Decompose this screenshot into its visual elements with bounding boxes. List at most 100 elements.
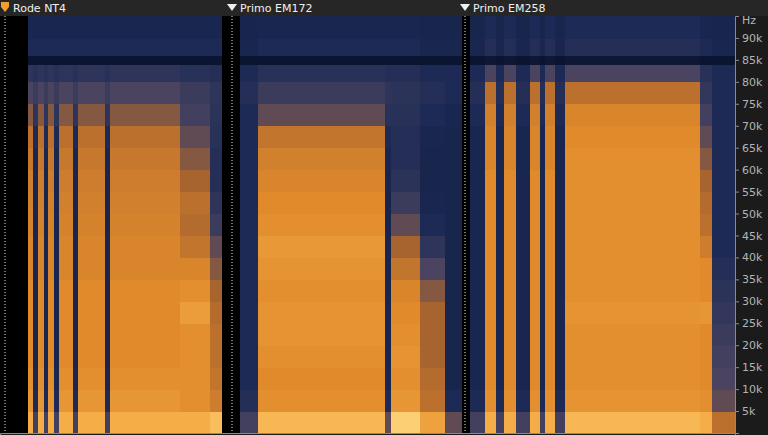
y-tick-mark [735,82,739,83]
heatmap-cell [555,126,566,149]
heatmap-cell [391,279,421,302]
markers: Rode NT4Primo EM172Primo EM258 [1,2,545,15]
heatmap-cell [180,301,211,324]
heatmap-cell [545,38,556,56]
heatmap-cell [545,279,556,302]
heatmap-cell [59,148,74,171]
y-tick-mark [735,389,739,390]
heatmap-cell [258,16,386,39]
heatmap-cell [540,411,546,433]
heatmap-cell [445,64,463,82]
heatmap-cell [530,38,541,56]
heatmap-cell [78,214,106,237]
heatmap-cell [44,279,49,302]
heatmap-cell [516,82,531,105]
heatmap-cell [38,16,45,39]
heatmap-cell [530,367,541,390]
heatmap-cell [555,148,566,171]
heatmap-cell [385,235,392,258]
heatmap-cell [73,104,79,127]
heatmap-cell [258,148,386,171]
heatmap-cell [462,257,471,280]
heatmap-cell [391,16,421,39]
heatmap-cell [48,56,55,65]
heatmap-cell [470,235,486,258]
heatmap-cell [385,56,392,65]
heatmap-cell [516,323,531,346]
heatmap-cell [700,38,713,56]
heatmap-cell [0,257,29,280]
heatmap-cell [545,126,556,149]
y-tick: 65k [735,142,763,155]
heatmap-cell [516,257,531,280]
heatmap-cell [28,214,34,237]
heatmap-cell [44,16,49,39]
heatmap-cell [462,279,471,302]
heatmap-cell [445,345,463,368]
heatmap-cell [33,257,39,280]
heatmap-cell [470,170,486,193]
heatmap-cell [180,192,211,215]
heatmap-cell [385,389,392,412]
heatmap-cell [48,235,55,258]
y-tick-mark [735,38,739,39]
heatmap-cell [44,64,49,82]
heatmap-cell [555,235,566,258]
heatmap-cell [33,64,39,82]
heatmap-cell [33,411,39,433]
heatmap-cell [530,104,541,127]
chart: Rode NT4Primo EM172Primo EM2585k10k15k20… [0,0,768,435]
heatmap-cell [105,214,111,237]
heatmap-cell [54,192,60,215]
heatmap-cell [44,235,49,258]
heatmap-cell [391,126,421,149]
heatmap-cell [540,56,546,65]
heatmap-cell [496,323,505,346]
heatmap-cell [470,279,486,302]
heatmap-cell [485,170,497,193]
y-axis-title: Hz [742,14,756,27]
heatmap-cell [700,345,713,368]
heatmap-cell [28,38,34,56]
heatmap-cell [565,56,701,65]
heatmap-cell [485,192,497,215]
heatmap-cell [0,38,29,56]
heatmap-cell [180,345,211,368]
heatmap-cell [712,148,735,171]
heatmap-cell [555,257,566,280]
heatmap-cell [258,301,386,324]
heatmap-cell [445,323,463,346]
heatmap-cell [59,235,74,258]
heatmap-cell [78,16,106,39]
heatmap-cell [712,16,735,39]
heatmap-cell [485,56,497,65]
heatmap-cell [516,16,531,39]
heatmap-cell [496,104,505,127]
heatmap-cell [38,126,45,149]
heatmap-cell [110,192,181,215]
heatmap-cell [470,323,486,346]
heatmap-cell [545,323,556,346]
heatmap-cell [48,148,55,171]
heatmap-cell [470,192,486,215]
heatmap-cell [545,214,556,237]
heatmap-cell [445,104,463,127]
heatmap-cell [504,126,517,149]
heatmap-cell [504,214,517,237]
heatmap-cell [0,345,29,368]
heatmap-cell [78,279,106,302]
heatmap-cell [565,192,701,215]
heatmap-cell [0,367,29,390]
heatmap-cell [470,214,486,237]
heatmap-cell [110,345,181,368]
heatmap-cell [530,170,541,193]
heatmap-cell [78,301,106,324]
heatmap-cell [105,389,111,412]
heatmap-cell [180,411,211,433]
heatmap-cell [540,38,546,56]
heatmap-cell [504,38,517,56]
y-tick: 90k [735,32,763,45]
heatmap-cell [0,235,29,258]
heatmap-cell [48,367,55,390]
heatmap-cell [78,170,106,193]
